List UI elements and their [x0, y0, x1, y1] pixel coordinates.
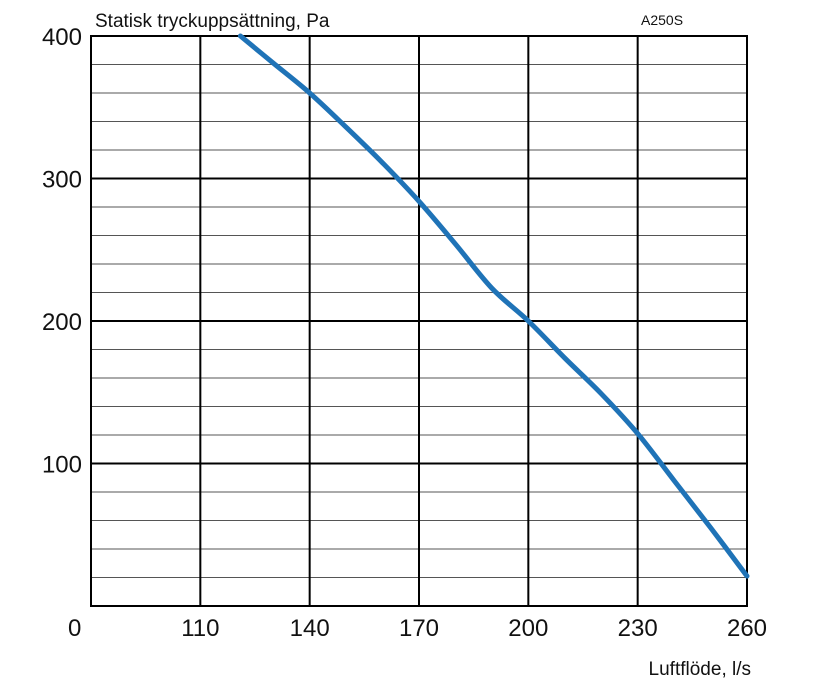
- y-tick-label: 300: [42, 167, 82, 194]
- tick-labels: 110 140 170 200 230 260 100 200 300 400: [42, 24, 767, 642]
- x-tick-label: 200: [508, 615, 548, 642]
- y-axis-title: Statisk tryckuppsättning, Pa: [95, 11, 330, 32]
- x-tick-label: 140: [290, 615, 330, 642]
- x-tick-label: 230: [618, 615, 658, 642]
- series-layer: [237, 33, 750, 579]
- y-tick-label: 400: [42, 24, 82, 51]
- x-tick-label: 110: [181, 615, 219, 642]
- y-tick-label: 200: [42, 309, 82, 336]
- x-tick-label: 170: [399, 615, 439, 642]
- plot-frame: [90, 35, 748, 607]
- grid: [90, 35, 748, 607]
- series-line: [237, 33, 750, 579]
- x-axis-title: Luftflöde, l/s: [649, 659, 751, 680]
- model-label: A250S: [641, 12, 683, 28]
- x-tick-label: 260: [727, 615, 767, 642]
- y-tick-label: 100: [42, 452, 82, 479]
- origin-label: 0: [68, 615, 81, 642]
